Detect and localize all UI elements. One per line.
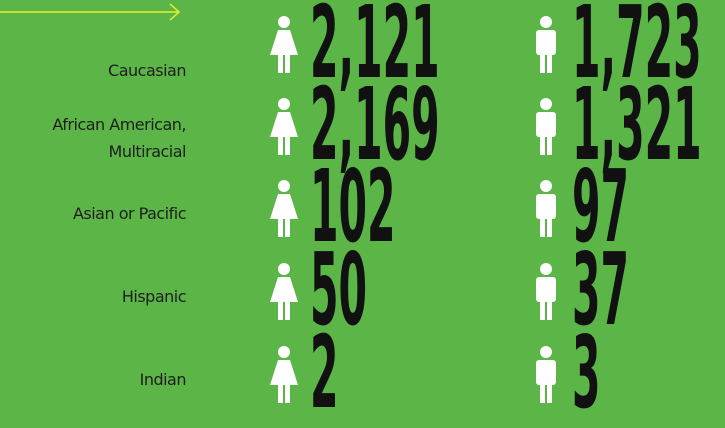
icon-leg bbox=[285, 302, 290, 320]
icon-head bbox=[278, 180, 290, 192]
icon-body bbox=[536, 360, 556, 385]
male-count: 37 bbox=[572, 232, 629, 348]
icon-leg bbox=[540, 383, 545, 403]
icon-leg bbox=[547, 135, 552, 155]
icon-leg bbox=[547, 300, 552, 320]
row-label: Asian or Pacific bbox=[73, 204, 186, 223]
female-count: 102 bbox=[310, 149, 396, 265]
female-icon bbox=[270, 180, 298, 237]
icon-head bbox=[540, 180, 552, 192]
female-count-group: 50 bbox=[310, 232, 367, 348]
row-label: African American, bbox=[52, 115, 186, 134]
icon-leg bbox=[285, 385, 290, 403]
icon-head bbox=[540, 16, 552, 28]
icon-head bbox=[278, 16, 290, 28]
male-count: 3 bbox=[572, 315, 601, 428]
arrow bbox=[0, 3, 181, 21]
icon-dress bbox=[270, 112, 298, 137]
icon-body bbox=[536, 112, 556, 137]
icon-dress bbox=[270, 277, 298, 302]
icon-head bbox=[278, 98, 290, 110]
female-count: 50 bbox=[310, 232, 367, 348]
male-count-group: 1,321 bbox=[572, 67, 702, 183]
female-count-group: 2,169 bbox=[310, 67, 440, 183]
male-count-group: 3 bbox=[572, 315, 601, 428]
icon-leg bbox=[278, 302, 283, 320]
female-count-group: 102 bbox=[310, 149, 396, 265]
icon-head bbox=[540, 263, 552, 275]
male-icon bbox=[536, 346, 556, 403]
icon-leg bbox=[540, 135, 545, 155]
icon-head bbox=[540, 98, 552, 110]
male-count: 1,723 bbox=[572, 0, 702, 102]
icon-leg bbox=[278, 219, 283, 237]
female-count: 2,169 bbox=[310, 67, 440, 183]
icon-leg bbox=[278, 55, 283, 73]
icon-body bbox=[536, 194, 556, 219]
male-count-group: 37 bbox=[572, 232, 629, 348]
female-count: 2,121 bbox=[310, 0, 440, 102]
icon-leg bbox=[278, 385, 283, 403]
icon-dress bbox=[270, 360, 298, 385]
icon-leg bbox=[285, 219, 290, 237]
icon-leg bbox=[540, 53, 545, 73]
female-count-group: 2 bbox=[310, 315, 339, 428]
male-count-group: 1,723 bbox=[572, 0, 702, 102]
male-icon bbox=[536, 263, 556, 320]
arrow-head bbox=[169, 3, 181, 21]
male-icon bbox=[536, 180, 556, 237]
female-icon bbox=[270, 98, 298, 155]
icon-dress bbox=[270, 30, 298, 55]
icon-leg bbox=[547, 383, 552, 403]
male-icon bbox=[536, 98, 556, 155]
icon-head bbox=[278, 346, 290, 358]
icon-leg bbox=[540, 217, 545, 237]
icon-dress bbox=[270, 194, 298, 219]
male-count: 97 bbox=[572, 149, 629, 265]
icon-head bbox=[278, 263, 290, 275]
male-icon bbox=[536, 16, 556, 73]
icon-leg bbox=[547, 53, 552, 73]
row-label: Caucasian bbox=[108, 61, 186, 80]
icon-body bbox=[536, 30, 556, 55]
row-label: Multiracial bbox=[109, 142, 186, 161]
icon-leg bbox=[285, 137, 290, 155]
icon-leg bbox=[285, 55, 290, 73]
icon-leg bbox=[278, 137, 283, 155]
female-icon bbox=[270, 16, 298, 73]
icon-leg bbox=[547, 217, 552, 237]
icon-leg bbox=[540, 300, 545, 320]
icon-body bbox=[536, 277, 556, 302]
female-icon bbox=[270, 346, 298, 403]
row-label: Indian bbox=[140, 370, 186, 389]
icon-head bbox=[540, 346, 552, 358]
male-count-group: 97 bbox=[572, 149, 629, 265]
female-icon bbox=[270, 263, 298, 320]
female-count-group: 2,121 bbox=[310, 0, 440, 102]
female-count: 2 bbox=[310, 315, 339, 428]
row-label: Hispanic bbox=[122, 287, 186, 306]
male-count: 1,321 bbox=[572, 67, 702, 183]
